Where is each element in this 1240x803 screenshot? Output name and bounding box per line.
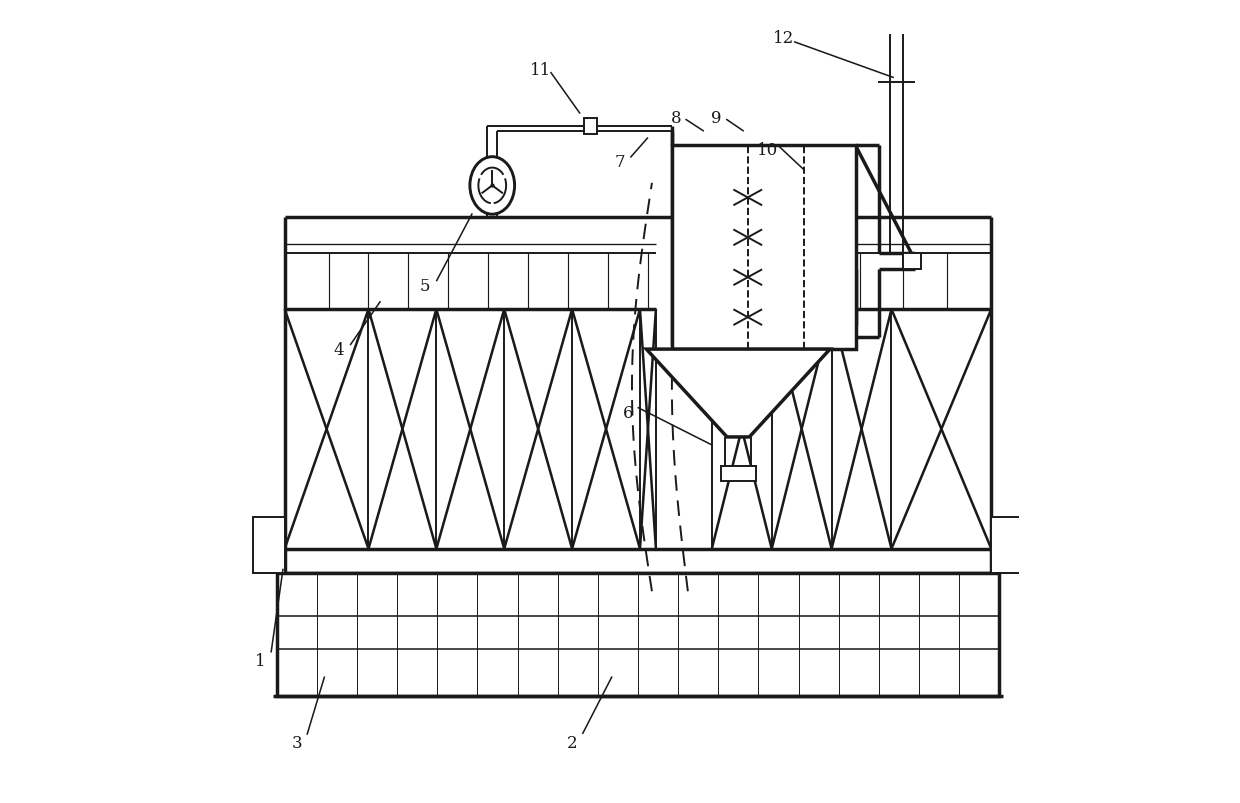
Bar [720, 467, 755, 481]
Text: 2: 2 [567, 734, 578, 752]
Polygon shape [646, 349, 830, 438]
Text: 8: 8 [671, 110, 681, 127]
Bar [991, 517, 1023, 573]
Ellipse shape [470, 157, 515, 215]
Text: 5: 5 [419, 277, 429, 295]
Text: 11: 11 [529, 62, 551, 79]
Text: 6: 6 [622, 405, 634, 422]
Text: 4: 4 [334, 341, 345, 358]
Bar [584, 118, 596, 134]
Text: 7: 7 [615, 154, 625, 171]
Bar [672, 146, 856, 349]
Text: 9: 9 [711, 110, 722, 127]
Text: 10: 10 [758, 142, 779, 159]
Bar [904, 254, 921, 270]
Text: 1: 1 [255, 652, 267, 669]
Bar [277, 573, 999, 696]
Bar [253, 517, 285, 573]
Text: 12: 12 [773, 31, 795, 47]
Text: 3: 3 [291, 734, 303, 752]
